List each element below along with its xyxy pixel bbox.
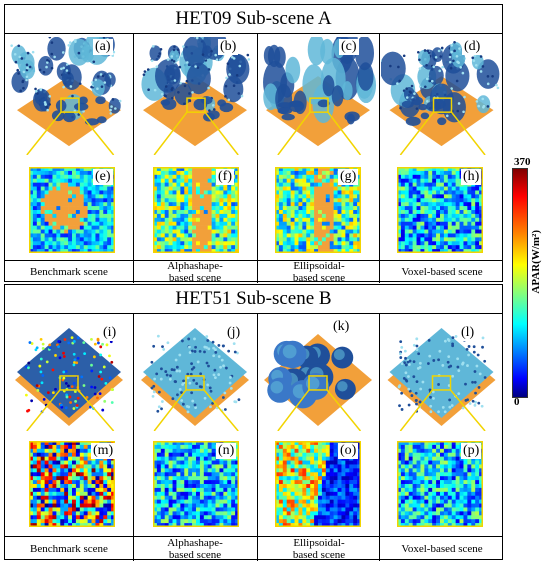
label-m: (m) bbox=[91, 443, 116, 459]
panel-b-scene bbox=[135, 37, 255, 155]
label-p: (p) bbox=[461, 443, 482, 459]
label-g: (g) bbox=[338, 169, 359, 185]
panel-e-zoom bbox=[29, 167, 115, 253]
panel-d-scene bbox=[381, 37, 502, 155]
caption-k: Ellipsoidal-based scene bbox=[292, 537, 346, 561]
colorbar-label: APAR(W/m²) bbox=[530, 230, 542, 294]
panel-c-scene bbox=[259, 37, 377, 155]
panel-h-zoom bbox=[397, 167, 483, 253]
label-h: (h) bbox=[461, 169, 482, 185]
caption-a: Benchmark scene bbox=[30, 266, 108, 278]
label-k: (k) bbox=[331, 319, 352, 335]
label-j: (j) bbox=[225, 325, 243, 341]
caption-c: Ellipsoidal-based scene bbox=[292, 260, 346, 284]
section-b-title: HET51 Sub-scene B bbox=[5, 285, 502, 314]
panel-f-zoom bbox=[153, 167, 239, 253]
label-e: (e) bbox=[93, 169, 113, 185]
panel-k-scene bbox=[259, 315, 377, 431]
section-b: HET51 Sub-scene B (i) (j) (k) (l) (m) (n… bbox=[4, 284, 503, 561]
label-i: (i) bbox=[101, 325, 119, 341]
panel-a-scene bbox=[7, 37, 131, 155]
colorbar-gradient bbox=[512, 168, 528, 398]
panel-i-scene bbox=[7, 315, 131, 431]
label-c: (c) bbox=[339, 39, 359, 55]
label-o: (o) bbox=[338, 443, 359, 459]
caption-l: Voxel-based scene bbox=[401, 543, 483, 555]
colorbar: 370 0 APAR(W/m²) bbox=[510, 156, 550, 408]
label-b: (b) bbox=[218, 39, 239, 55]
caption-b: Alphashape-based scene bbox=[167, 260, 223, 284]
colorbar-max: 370 bbox=[514, 156, 531, 168]
colorbar-min: 0 bbox=[514, 396, 520, 408]
section-a-title: HET09 Sub-scene A bbox=[5, 5, 502, 34]
caption-d: Voxel-based scene bbox=[401, 266, 483, 278]
label-d: (d) bbox=[462, 39, 483, 55]
label-f: (f) bbox=[216, 169, 234, 185]
caption-j: Alphashape-based scene bbox=[167, 537, 223, 561]
caption-i: Benchmark scene bbox=[30, 543, 108, 555]
panel-j-scene bbox=[135, 315, 255, 431]
label-n: (n) bbox=[216, 443, 237, 459]
section-a: HET09 Sub-scene A (a) (b) (c) (d) (e) (f… bbox=[4, 4, 503, 284]
label-l: (l) bbox=[459, 325, 477, 341]
panel-l-scene bbox=[381, 315, 502, 431]
panel-g-zoom bbox=[275, 167, 361, 253]
label-a: (a) bbox=[93, 39, 113, 55]
